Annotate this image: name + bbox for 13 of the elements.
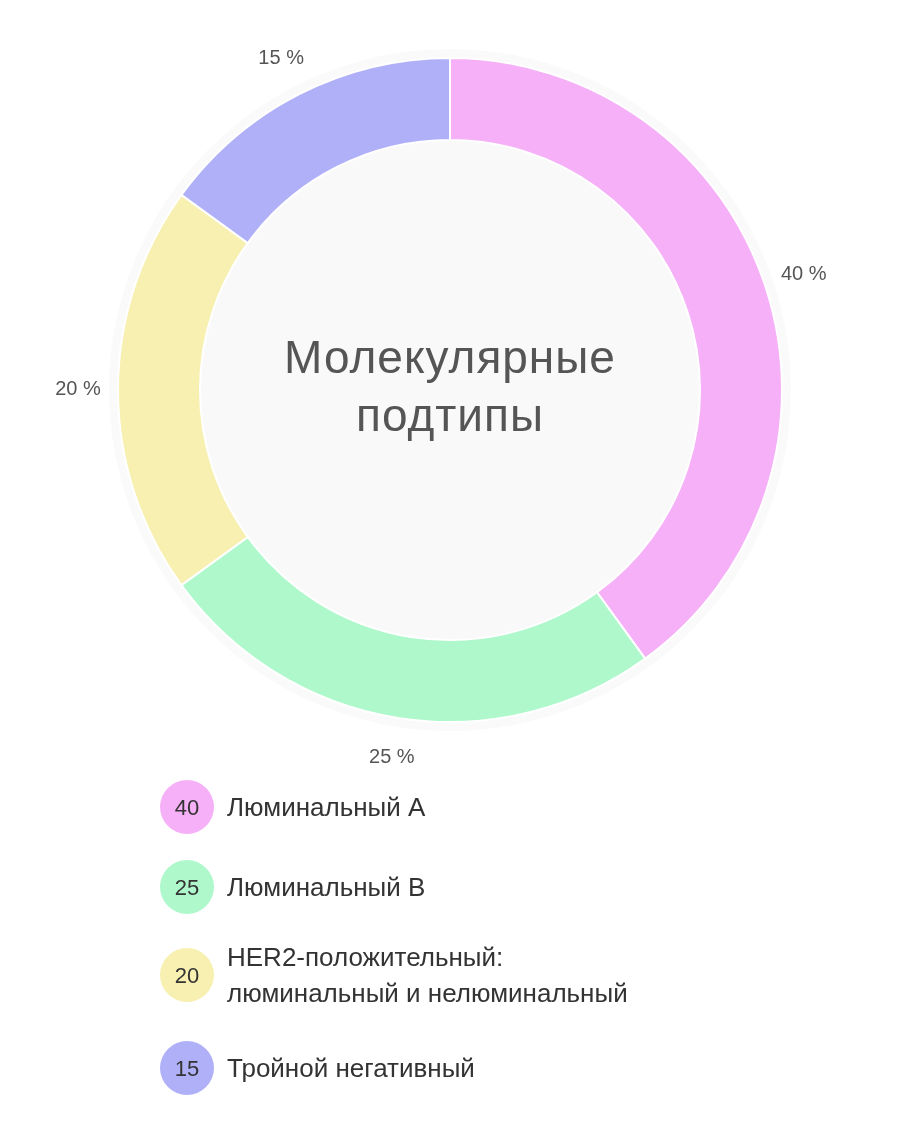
data-label: 25	[174, 874, 200, 900]
text: 15 %	[258, 45, 305, 68]
legend-label: Люминальный В	[227, 872, 426, 902]
legend-label: HER2-положительный: люминальный и нелюминальный	[227, 942, 628, 1008]
legend-label: Тройной негативный	[227, 1053, 475, 1083]
legend-label: Люминальный А	[227, 792, 426, 822]
text: 25 %	[369, 744, 415, 767]
data-label: 40	[174, 794, 200, 820]
text: Молекулярные подтипы	[284, 331, 616, 442]
text: 20 %	[55, 377, 102, 400]
data-label: 15	[174, 1055, 200, 1081]
data-label: 20	[174, 962, 200, 988]
text: 40 %	[781, 262, 827, 285]
